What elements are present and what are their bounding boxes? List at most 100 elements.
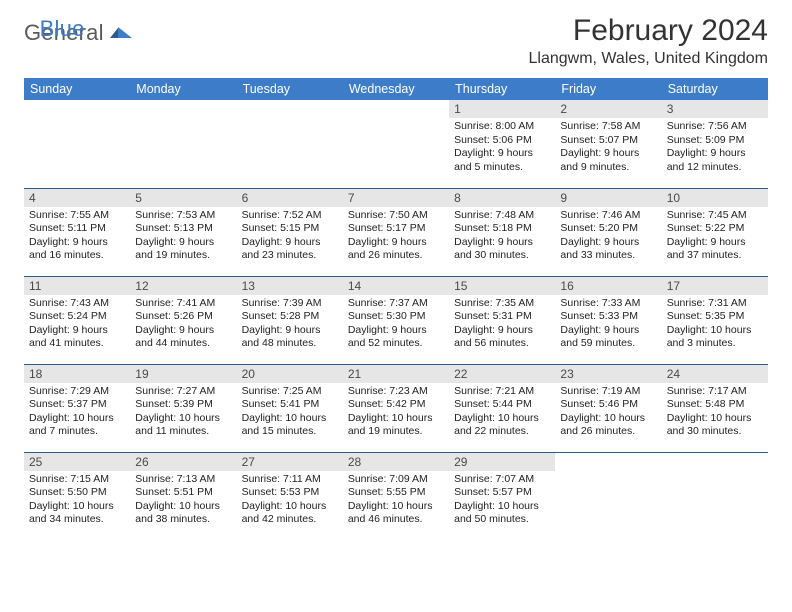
sunrise-line: Sunrise: 7:13 AM [135,473,231,487]
day-details: Sunrise: 7:13 AMSunset: 5:51 PMDaylight:… [135,473,231,528]
day-details: Sunrise: 7:35 AMSunset: 5:31 PMDaylight:… [454,297,550,352]
day-number: 26 [130,453,236,471]
day-details: Sunrise: 7:41 AMSunset: 5:26 PMDaylight:… [135,297,231,352]
sunrise-line: Sunrise: 7:11 AM [242,473,338,487]
calendar-cell: 5Sunrise: 7:53 AMSunset: 5:13 PMDaylight… [130,188,236,276]
daylight-line: Daylight: 9 hours and 26 minutes. [348,236,444,263]
sunrise-line: Sunrise: 8:00 AM [454,120,550,134]
sunrise-line: Sunrise: 7:53 AM [135,209,231,223]
day-details: Sunrise: 7:07 AMSunset: 5:57 PMDaylight:… [454,473,550,528]
day-number: 15 [449,277,555,295]
calendar-page: General Blue February 2024 Llangwm, Wale… [0,0,792,540]
calendar-cell [237,100,343,188]
day-details: Sunrise: 7:33 AMSunset: 5:33 PMDaylight:… [560,297,656,352]
day-details: Sunrise: 7:37 AMSunset: 5:30 PMDaylight:… [348,297,444,352]
calendar-row: 11Sunrise: 7:43 AMSunset: 5:24 PMDayligh… [24,276,768,364]
sunset-line: Sunset: 5:06 PM [454,134,550,148]
calendar-cell: 14 Sunrise: 7:37 AMSunset: 5:30 PMDayligh… [343,276,449,364]
daylight-line: Daylight: 9 hours and 19 minutes. [135,236,231,263]
calendar-row: 18 Sunrise: 7:29 AMSunset: 5:37 PMDayligh… [24,364,768,452]
calendar-cell: 8Sunrise: 7:48 AMSunset: 5:18 PMDaylight… [449,188,555,276]
daylight-line: Daylight: 9 hours and 5 minutes. [454,147,550,174]
day-details: Sunrise: 7:58 AMSunset: 5:07 PMDaylight:… [560,120,656,175]
sunrise-line: Sunrise: 7:56 AM [667,120,763,134]
calendar-row: 1Sunrise: 8:00 AMSunset: 5:06 PMDaylight… [24,100,768,188]
sunset-line: Sunset: 5:24 PM [29,310,125,324]
daylight-line: Daylight: 10 hours and 11 minutes. [135,412,231,439]
sunrise-line: Sunrise: 7:21 AM [454,385,550,399]
daylight-line: Daylight: 9 hours and 33 minutes. [560,236,656,263]
daylight-line: Daylight: 9 hours and 56 minutes. [454,324,550,351]
day-number: 12 [130,277,236,295]
day-details: Sunrise: 7:45 AMSunset: 5:22 PMDaylight:… [667,209,763,264]
sunset-line: Sunset: 5:30 PM [348,310,444,324]
day-number: 25 [24,453,130,471]
calendar-cell: 17Sunrise: 7:31 AMSunset: 5:35 PMDayligh… [662,276,768,364]
day-details: Sunrise: 7:52 AMSunset: 5:15 PMDaylight:… [242,209,338,264]
day-details: Sunrise: 7:25 AMSunset: 5:41 PMDaylight:… [242,385,338,440]
calendar-cell: 12 Sunrise: 7:41 AMSunset: 5:26 PMDayligh… [130,276,236,364]
calendar-cell: 26 Sunrise: 7:13 AMSunset: 5:51 PMDayligh… [130,452,236,540]
calendar-cell: 21Sunrise: 7:23 AMSunset: 5:42 PMDayligh… [343,364,449,452]
day-details: Sunrise: 7:27 AMSunset: 5:39 PMDaylight:… [135,385,231,440]
day-details: Sunrise: 7:19 AMSunset: 5:46 PMDaylight:… [560,385,656,440]
day-number: 13 [237,277,343,295]
calendar-cell: 3Sunrise: 7:56 AMSunset: 5:09 PMDaylight… [662,100,768,188]
sunset-line: Sunset: 5:37 PM [29,398,125,412]
sunrise-line: Sunrise: 7:33 AM [560,297,656,311]
sunrise-line: Sunrise: 7:07 AM [454,473,550,487]
day-number: 7 [343,189,449,207]
calendar-cell: 16Sunrise: 7:33 AMSunset: 5:33 PMDayligh… [555,276,661,364]
sunrise-line: Sunrise: 7:17 AM [667,385,763,399]
logo-mark-icon [110,22,132,45]
daylight-line: Daylight: 10 hours and 42 minutes. [242,500,338,527]
sunset-line: Sunset: 5:22 PM [667,222,763,236]
day-number [555,453,661,471]
sunset-line: Sunset: 5:41 PM [242,398,338,412]
day-details: Sunrise: 7:48 AMSunset: 5:18 PMDaylight:… [454,209,550,264]
calendar-cell: 6Sunrise: 7:52 AMSunset: 5:15 PMDaylight… [237,188,343,276]
day-details: Sunrise: 7:50 AMSunset: 5:17 PMDaylight:… [348,209,444,264]
day-number: 18 [24,365,130,383]
weekday-header: Wednesday [343,78,449,100]
calendar-cell [130,100,236,188]
day-number: 22 [449,365,555,383]
day-number: 21 [343,365,449,383]
sunset-line: Sunset: 5:26 PM [135,310,231,324]
sunset-line: Sunset: 5:11 PM [29,222,125,236]
weekday-header: Friday [555,78,661,100]
day-number: 14 [343,277,449,295]
day-details: Sunrise: 7:53 AMSunset: 5:13 PMDaylight:… [135,209,231,264]
daylight-line: Daylight: 9 hours and 12 minutes. [667,147,763,174]
day-number: 23 [555,365,661,383]
sunset-line: Sunset: 5:28 PM [242,310,338,324]
daylight-line: Daylight: 9 hours and 16 minutes. [29,236,125,263]
calendar-cell: 25Sunrise: 7:15 AMSunset: 5:50 PMDayligh… [24,452,130,540]
sunset-line: Sunset: 5:07 PM [560,134,656,148]
sunset-line: Sunset: 5:51 PM [135,486,231,500]
sunrise-line: Sunrise: 7:37 AM [348,297,444,311]
day-details: Sunrise: 7:29 AMSunset: 5:37 PMDaylight:… [29,385,125,440]
day-number: 9 [555,189,661,207]
day-number: 29 [449,453,555,471]
calendar-cell: 15 Sunrise: 7:35 AMSunset: 5:31 PMDayligh… [449,276,555,364]
calendar-cell [24,100,130,188]
sunrise-line: Sunrise: 7:35 AM [454,297,550,311]
daylight-line: Daylight: 9 hours and 9 minutes. [560,147,656,174]
day-details: Sunrise: 7:21 AMSunset: 5:44 PMDaylight:… [454,385,550,440]
daylight-line: Daylight: 10 hours and 7 minutes. [29,412,125,439]
month-title: February 2024 [528,14,768,48]
daylight-line: Daylight: 9 hours and 59 minutes. [560,324,656,351]
sunset-line: Sunset: 5:42 PM [348,398,444,412]
day-number: 24 [662,365,768,383]
day-details: Sunrise: 7:09 AMSunset: 5:55 PMDaylight:… [348,473,444,528]
sunset-line: Sunset: 5:33 PM [560,310,656,324]
daylight-line: Daylight: 10 hours and 34 minutes. [29,500,125,527]
day-details: Sunrise: 8:00 AMSunset: 5:06 PMDaylight:… [454,120,550,175]
day-number [343,100,449,118]
daylight-line: Daylight: 10 hours and 38 minutes. [135,500,231,527]
daylight-line: Daylight: 10 hours and 46 minutes. [348,500,444,527]
daylight-line: Daylight: 10 hours and 19 minutes. [348,412,444,439]
calendar-cell: 10Sunrise: 7:45 AMSunset: 5:22 PMDayligh… [662,188,768,276]
sunrise-line: Sunrise: 7:48 AM [454,209,550,223]
